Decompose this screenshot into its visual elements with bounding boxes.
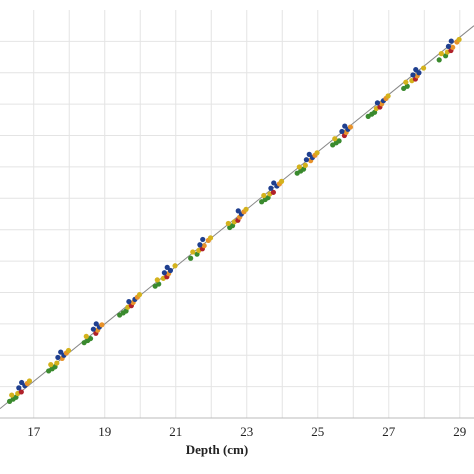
data-point	[167, 267, 174, 274]
data-point	[225, 220, 231, 227]
data-point	[200, 236, 206, 243]
grid-lines	[0, 10, 474, 419]
data-point	[126, 298, 132, 305]
data-point	[410, 72, 416, 78]
data-point	[188, 255, 194, 261]
data-point	[261, 192, 267, 199]
x-tick-label: 21	[169, 424, 182, 439]
data-point	[438, 51, 444, 57]
x-axis-ticks: 17 19 21 23 25 27 29	[27, 424, 466, 439]
data-point	[154, 277, 160, 283]
data-point	[90, 326, 96, 332]
data-point	[54, 360, 60, 366]
data-point	[456, 36, 462, 43]
data-point	[404, 83, 410, 89]
data-point	[93, 321, 99, 327]
data-point	[201, 243, 207, 249]
data-point	[48, 362, 54, 368]
data-point	[302, 162, 308, 168]
data-point	[339, 128, 345, 135]
data-point	[413, 67, 419, 73]
data-point	[190, 249, 196, 255]
data-point	[306, 151, 312, 157]
fit-line	[0, 25, 474, 409]
data-point	[99, 322, 105, 328]
data-point	[416, 70, 422, 76]
x-tick-label: 19	[98, 424, 111, 439]
data-points	[6, 36, 462, 404]
x-tick-label: 27	[382, 424, 396, 439]
data-point	[156, 281, 162, 287]
data-point	[197, 242, 203, 248]
data-point	[445, 43, 452, 50]
data-point	[420, 65, 427, 71]
data-point	[16, 385, 22, 391]
data-point	[55, 354, 61, 361]
data-point	[268, 185, 274, 191]
data-point	[278, 178, 285, 184]
data-point	[448, 38, 454, 44]
data-point	[314, 150, 320, 156]
data-point	[436, 57, 442, 63]
data-point	[374, 100, 381, 106]
data-point	[9, 392, 15, 398]
data-point	[19, 379, 25, 386]
data-point	[347, 124, 354, 130]
x-tick-label: 17	[27, 424, 41, 439]
data-point	[161, 270, 167, 276]
data-point	[65, 347, 72, 354]
data-point	[172, 263, 178, 269]
x-axis-title: Depth (cm)	[186, 442, 248, 457]
data-point	[270, 189, 276, 195]
x-tick-label: 29	[453, 424, 466, 439]
data-point	[403, 79, 409, 85]
data-point	[26, 378, 33, 384]
data-point	[235, 208, 241, 214]
data-point	[87, 335, 94, 342]
data-point	[207, 235, 214, 241]
data-point	[271, 180, 277, 186]
data-point	[136, 292, 143, 298]
x-tick-label: 25	[311, 424, 324, 439]
data-point	[18, 389, 24, 395]
data-point	[243, 206, 249, 212]
data-point	[385, 93, 391, 99]
data-point	[164, 264, 170, 270]
x-tick-label: 23	[240, 424, 253, 439]
data-point	[336, 138, 342, 144]
data-point	[303, 157, 310, 163]
data-point	[58, 349, 64, 355]
data-point	[83, 333, 89, 339]
data-point	[296, 164, 302, 170]
data-point	[450, 44, 456, 50]
data-point	[342, 123, 348, 129]
data-point	[332, 136, 338, 142]
